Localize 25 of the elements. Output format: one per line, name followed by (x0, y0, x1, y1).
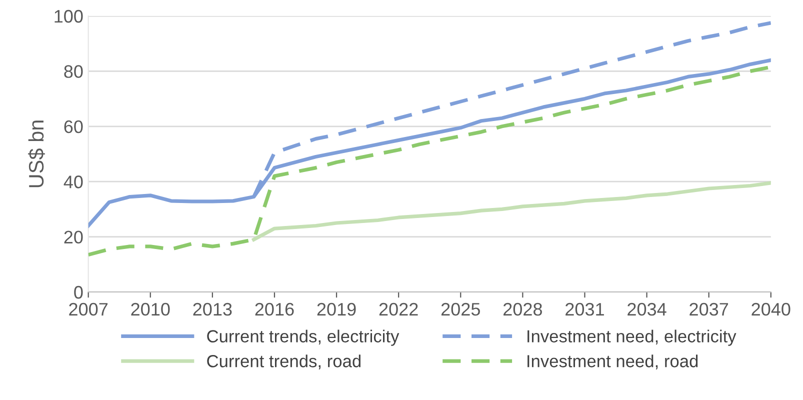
y-tick-label: 0 (74, 286, 83, 299)
x-tick-label: 2010 (131, 302, 170, 316)
line-series (88, 65, 771, 257)
x-tick-label: 2031 (566, 302, 604, 316)
legend-label: Current trends, electricity (207, 330, 400, 346)
x-tick-label: 2034 (628, 302, 666, 316)
x-tick-label: 2016 (255, 302, 294, 316)
x-tick-label: 2040 (752, 302, 790, 316)
y-tick-label: 60 (64, 120, 83, 134)
y-tick-label: 100 (54, 10, 83, 23)
y-tick-label: 80 (64, 65, 83, 78)
x-tick-label: 2007 (69, 302, 108, 316)
y-axis-title: US$ bn (28, 120, 45, 188)
legend-label: Current trends, road (207, 354, 360, 370)
legend-label: Investment need, electricity (528, 330, 736, 346)
legend-label: Investment need, road (528, 354, 698, 370)
line-series (252, 181, 771, 242)
y-tick-label: 20 (64, 230, 83, 244)
x-tick-label: 2022 (379, 302, 418, 316)
x-tick-label: 2013 (193, 302, 232, 316)
y-tick-label: 40 (64, 176, 83, 188)
x-tick-label: 2028 (504, 302, 542, 316)
x-tick-label: 2037 (690, 302, 728, 316)
x-tick-label: 2025 (441, 302, 480, 316)
x-tick-label: 2019 (317, 302, 356, 316)
